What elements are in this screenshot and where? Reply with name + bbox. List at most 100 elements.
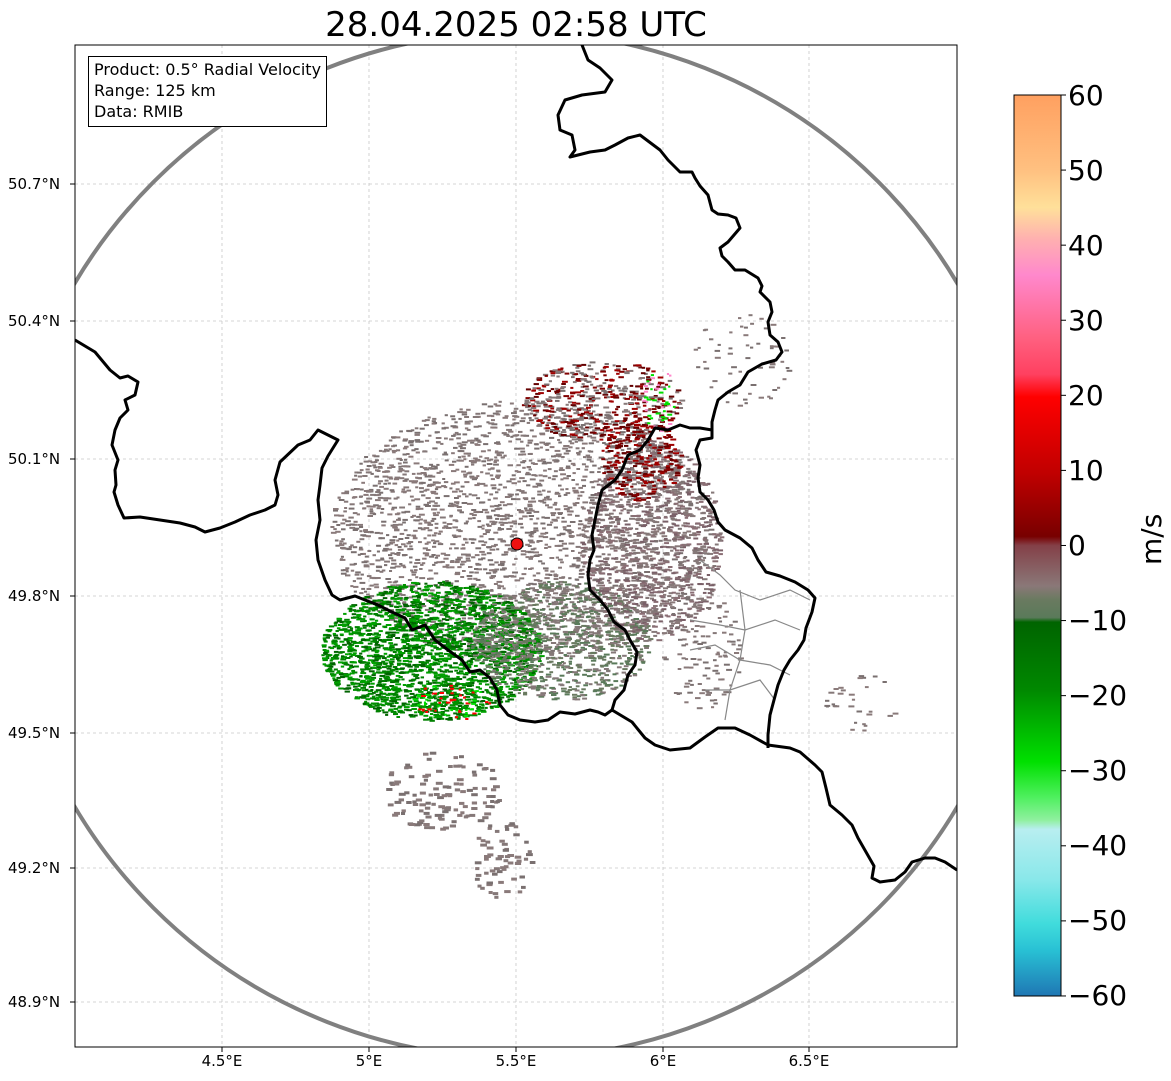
echo-pixel	[413, 462, 420, 465]
echo-pixel	[378, 611, 383, 614]
echo-pixel	[376, 663, 383, 666]
echo-pixel	[514, 434, 520, 437]
echo-pixel	[351, 631, 358, 634]
echo-pixel	[365, 648, 370, 651]
echo-pixel	[359, 526, 364, 528]
echo-pixel	[467, 577, 473, 580]
echo-pixel	[398, 605, 402, 608]
echo-pixel	[457, 509, 462, 512]
echo-pixel	[637, 488, 644, 491]
echo-pixel	[566, 588, 570, 591]
echo-pixel	[360, 679, 366, 682]
echo-pixel	[330, 663, 336, 666]
echo-pixel	[426, 691, 433, 694]
echo-pixel	[420, 644, 426, 647]
echo-pixel	[545, 591, 550, 594]
echo-pixel	[456, 676, 460, 678]
echo-pixel	[505, 647, 510, 650]
echo-pixel	[511, 474, 516, 477]
echo-pixel	[406, 684, 410, 687]
echo-pixel	[629, 458, 636, 461]
echo-pixel	[539, 441, 546, 444]
echo-pixel	[536, 402, 542, 405]
echo-pixel	[376, 593, 381, 596]
echo-pixel	[687, 476, 692, 479]
echo-pixel	[493, 531, 499, 534]
echo-pixel	[391, 466, 396, 468]
echo-pixel	[624, 471, 629, 473]
echo-pixel	[460, 443, 467, 446]
echo-pixel	[579, 637, 584, 640]
echo-pixel	[557, 602, 562, 605]
echo-pixel	[411, 616, 416, 619]
echo-pixel	[424, 424, 429, 427]
echo-pixel	[457, 587, 463, 590]
echo-pixel	[397, 462, 402, 465]
echo-pixel	[455, 716, 461, 719]
echo-pixel	[563, 452, 570, 455]
echo-pixel	[451, 627, 456, 629]
echo-pixel	[502, 587, 506, 590]
echo-pixel	[460, 643, 466, 645]
echo-pixel	[501, 518, 507, 521]
echo-pixel	[545, 673, 552, 676]
echo-pixel	[343, 663, 348, 666]
echo-pixel	[469, 690, 474, 692]
echo-pixel	[534, 400, 540, 403]
echo-pixel	[525, 509, 532, 512]
echo-pixel	[365, 688, 369, 691]
echo-pixel	[558, 513, 563, 515]
echo-pixel	[477, 482, 481, 485]
echo-pixel	[463, 704, 469, 707]
echo-pixel	[451, 470, 457, 473]
echo-pixel	[633, 533, 637, 535]
echo-pixel	[414, 603, 420, 606]
echo-pixel	[544, 543, 548, 546]
echo-pixel	[403, 689, 408, 692]
echo-pixel	[452, 703, 459, 706]
echo-pixel	[427, 523, 434, 526]
echo-pixel	[643, 546, 648, 549]
echo-pixel	[434, 488, 439, 491]
echo-pixel	[353, 685, 358, 688]
echo-pixel	[525, 609, 531, 612]
echo-pixel	[527, 551, 534, 554]
echo-pixel	[495, 602, 501, 604]
echo-pixel	[442, 453, 449, 456]
echo-pixel	[531, 672, 536, 675]
echo-pixel	[586, 675, 593, 678]
echo-pixel	[438, 611, 443, 614]
echo-pixel	[538, 620, 542, 623]
echo-pixel	[590, 481, 594, 483]
echo-pixel	[580, 506, 585, 509]
echo-pixel	[381, 640, 386, 643]
echo-pixel	[580, 554, 587, 557]
echo-pixel	[519, 660, 523, 662]
echo-pixel	[592, 607, 596, 610]
echo-pixel	[590, 494, 597, 496]
echo-pixel	[394, 544, 399, 547]
echo-pixel	[521, 491, 527, 494]
echo-pixel	[493, 463, 499, 466]
echo-pixel	[360, 553, 364, 555]
echo-pixel	[450, 415, 456, 418]
echo-pixel	[474, 592, 480, 595]
echo-pixel	[374, 651, 379, 654]
echo-pixel	[411, 646, 418, 649]
echo-pixel	[460, 631, 466, 634]
echo-pixel	[644, 571, 651, 573]
echo-pixel	[527, 441, 533, 444]
echo-pixel	[598, 456, 604, 459]
echo-pixel	[415, 688, 421, 691]
echo-pixel	[534, 594, 540, 597]
echo-pixel	[385, 601, 392, 604]
echo-pixel	[495, 491, 499, 494]
radar-echoes	[321, 314, 899, 899]
echo-pixel	[332, 655, 338, 658]
echo-pixel	[636, 443, 642, 446]
echo-pixel	[482, 619, 488, 622]
echo-pixel	[424, 475, 431, 478]
echo-pixel	[427, 416, 431, 419]
echo-pixel	[509, 638, 513, 640]
echo-pixel	[521, 649, 527, 652]
